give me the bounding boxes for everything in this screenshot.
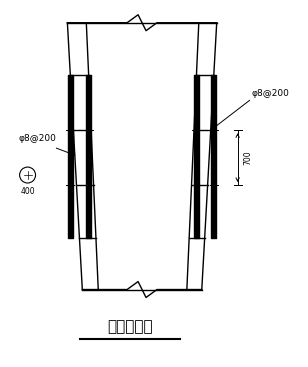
Text: φ8@200: φ8@200: [252, 90, 290, 98]
Text: 700: 700: [244, 150, 253, 165]
Text: φ8@200: φ8@200: [18, 134, 56, 143]
Text: 护壁加筋图: 护壁加筋图: [107, 319, 153, 334]
Text: 400: 400: [20, 187, 35, 196]
